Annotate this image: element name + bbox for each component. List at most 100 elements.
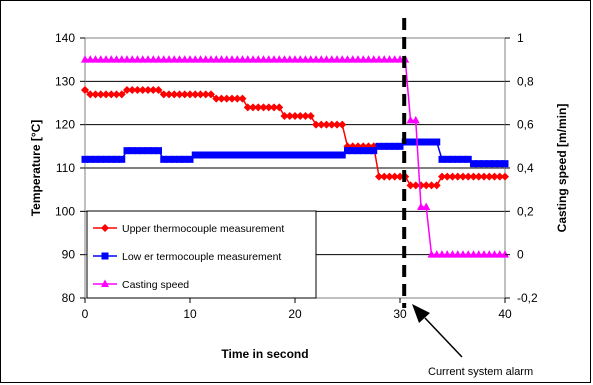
data-point bbox=[491, 160, 498, 168]
data-point bbox=[280, 55, 289, 63]
data-point bbox=[186, 55, 194, 63]
data-point bbox=[285, 112, 294, 120]
legend: Upper thermocouple measurement Low er ter… bbox=[86, 210, 317, 299]
series-1 bbox=[81, 86, 509, 190]
data-point bbox=[380, 142, 388, 150]
data-point bbox=[222, 94, 231, 103]
data-point bbox=[411, 115, 420, 124]
data-point bbox=[97, 155, 105, 163]
data-point bbox=[474, 250, 483, 258]
data-point bbox=[259, 103, 268, 112]
data-point bbox=[165, 155, 173, 163]
data-point bbox=[207, 55, 215, 63]
data-point bbox=[264, 55, 273, 63]
data-point bbox=[501, 250, 509, 258]
data-point bbox=[144, 147, 152, 155]
data-point bbox=[128, 55, 137, 63]
data-point bbox=[464, 250, 473, 258]
data-point bbox=[386, 142, 393, 150]
y-tick-label: 80 bbox=[62, 291, 76, 305]
data-point bbox=[412, 138, 420, 146]
data-point bbox=[107, 55, 116, 63]
data-point bbox=[443, 250, 452, 258]
data-point bbox=[197, 151, 204, 159]
y2-axis-title: Casting speed [m/min] bbox=[555, 104, 569, 233]
data-point bbox=[249, 103, 257, 112]
y2-tick-label: 0,4 bbox=[517, 161, 534, 175]
data-point bbox=[117, 55, 126, 63]
data-point bbox=[170, 55, 179, 63]
data-point bbox=[501, 160, 509, 168]
y-tick-label: 100 bbox=[55, 204, 75, 218]
data-point bbox=[359, 55, 368, 63]
data-point bbox=[323, 151, 330, 159]
data-point bbox=[175, 90, 184, 99]
data-point bbox=[128, 86, 137, 94]
data-point bbox=[149, 86, 158, 94]
data-point bbox=[191, 90, 200, 99]
data-point bbox=[238, 55, 247, 63]
data-point bbox=[301, 55, 310, 63]
data-point bbox=[480, 160, 488, 168]
data-point bbox=[165, 55, 173, 63]
x-tick-label: 10 bbox=[183, 307, 197, 321]
data-point bbox=[275, 55, 284, 63]
data-point bbox=[233, 55, 242, 63]
data-point bbox=[464, 155, 472, 163]
data-point bbox=[427, 181, 436, 190]
data-point bbox=[270, 151, 278, 159]
data-point bbox=[180, 55, 189, 63]
data-point bbox=[170, 90, 179, 99]
data-point bbox=[155, 147, 162, 155]
legend-box bbox=[86, 210, 317, 299]
data-point bbox=[228, 94, 236, 103]
data-point bbox=[243, 103, 252, 112]
data-point bbox=[134, 147, 141, 155]
data-point bbox=[218, 151, 225, 159]
data-point bbox=[490, 172, 499, 181]
data-point bbox=[233, 151, 241, 159]
data-point bbox=[123, 86, 131, 94]
data-point bbox=[312, 120, 320, 129]
data-point bbox=[432, 181, 441, 190]
data-point bbox=[469, 250, 478, 258]
data-point bbox=[196, 90, 205, 99]
data-point bbox=[485, 250, 494, 258]
data-point bbox=[317, 120, 326, 129]
data-point bbox=[254, 151, 262, 159]
data-point bbox=[201, 55, 210, 63]
data-point bbox=[243, 55, 252, 63]
data-point bbox=[433, 138, 441, 146]
data-point bbox=[180, 90, 189, 99]
series-3 bbox=[81, 55, 509, 258]
legend-item: Low er termocouple measurement bbox=[93, 251, 281, 263]
data-point bbox=[306, 55, 315, 63]
data-point bbox=[86, 55, 95, 63]
data-point bbox=[385, 172, 394, 181]
data-point bbox=[396, 55, 404, 63]
data-point bbox=[239, 151, 246, 159]
data-point bbox=[275, 103, 284, 112]
data-point bbox=[291, 151, 299, 159]
legend-marker-icon bbox=[101, 224, 109, 232]
data-point bbox=[212, 151, 220, 159]
data-point bbox=[495, 250, 504, 258]
y-tick-label: 140 bbox=[55, 31, 75, 45]
data-point bbox=[407, 138, 414, 146]
data-point bbox=[233, 94, 242, 103]
data-point bbox=[344, 147, 351, 155]
data-point bbox=[107, 155, 115, 163]
data-point bbox=[275, 151, 283, 159]
data-point bbox=[317, 55, 326, 63]
data-point bbox=[181, 155, 189, 163]
data-point bbox=[113, 155, 120, 163]
data-point bbox=[485, 160, 493, 168]
data-point bbox=[286, 151, 294, 159]
data-point bbox=[464, 172, 473, 181]
data-point bbox=[264, 103, 273, 112]
data-point bbox=[81, 86, 89, 94]
data-point bbox=[118, 155, 126, 163]
data-point bbox=[474, 172, 483, 181]
data-point bbox=[495, 172, 504, 181]
data-point bbox=[317, 151, 325, 159]
